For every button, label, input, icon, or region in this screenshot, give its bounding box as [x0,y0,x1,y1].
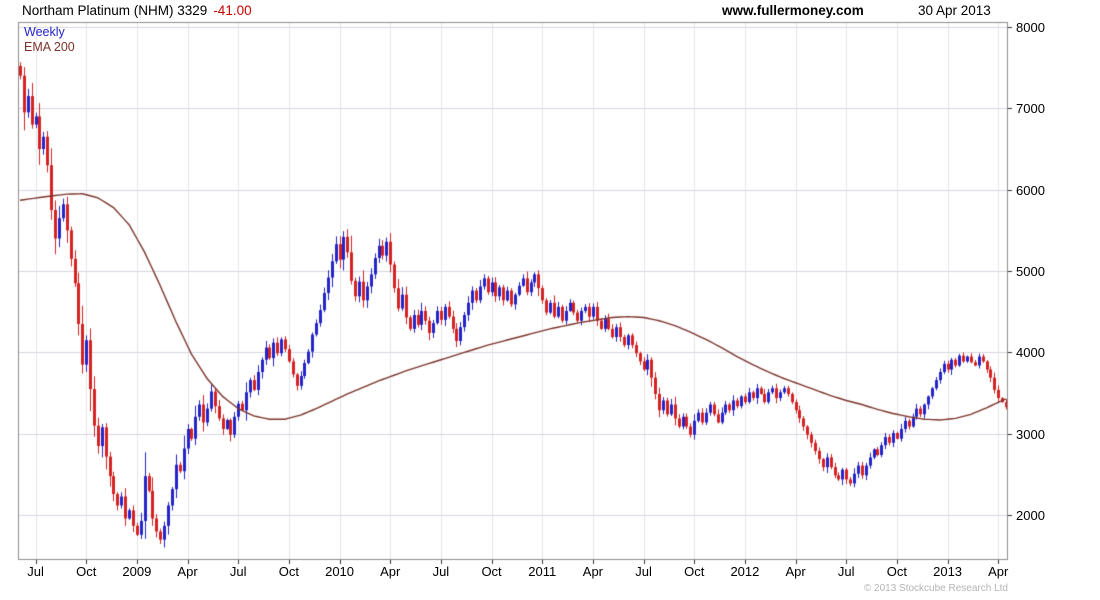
chart-title: Northam Platinum (NHM) 3329 [22,3,208,18]
legend-weekly: Weekly [24,25,65,39]
chart-date: 30 Apr 2013 [918,3,991,18]
site-url: www.fullermoney.com [722,3,864,18]
price-change: -41.00 [213,3,252,18]
chart-header: Northam Platinum (NHM) 3329 -41.00 [22,3,252,18]
copyright-notice: © 2013 Stockcube Research Ltd [863,583,1008,594]
legend-ema-200: EMA 200 [24,40,75,54]
